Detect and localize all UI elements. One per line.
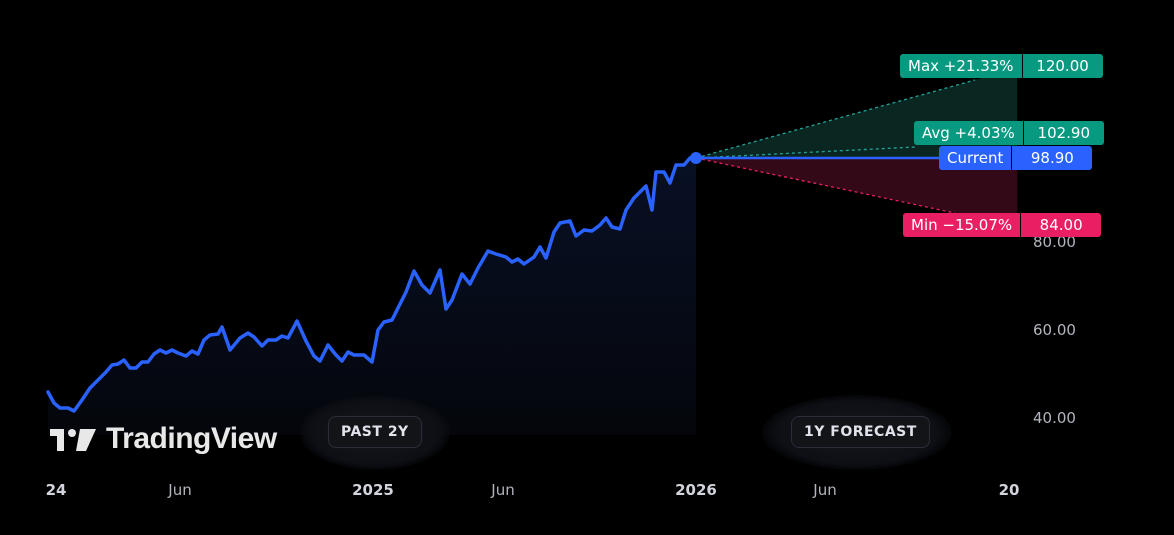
max-forecast-label: Max +21.33% (900, 54, 1023, 78)
price-line[interactable] (46, 156, 698, 413)
max-forecast-value: 120.00 (1036, 57, 1089, 75)
tradingview-logo: TradingView (50, 422, 277, 456)
x-tick-jun-2026: Jun (813, 481, 837, 499)
min-forecast-value: 84.00 (1039, 216, 1083, 234)
x-tick-2024: 24 (45, 481, 67, 499)
x-tick-jun-2024: Jun (168, 481, 192, 499)
min-forecast-tag: Min −15.07% 84.00 (903, 213, 1102, 237)
past-2y-label: PAST 2Y (328, 416, 422, 448)
x-tick-jun-2025: Jun (491, 481, 515, 499)
price-area-fill (48, 158, 696, 435)
avg-forecast-line (695, 146, 916, 159)
avg-forecast-value: 102.90 (1037, 124, 1091, 142)
x-tick-2026: 2026 (675, 481, 717, 499)
current-price-dot (690, 152, 702, 164)
current-price-tag: Current 98.90 (939, 146, 1093, 170)
tradingview-logo-text: TradingView (106, 422, 277, 455)
max-forecast-line (695, 79, 976, 159)
min-forecast-line (695, 157, 956, 214)
max-forecast-tag: Max +21.33% 120.00 (900, 54, 1103, 78)
current-price-label: Current (939, 146, 1013, 170)
forecast-1y-label: 1Y FORECAST (791, 416, 930, 448)
current-price-value: 98.90 (1030, 149, 1074, 167)
x-tick-2027: 20 (998, 481, 1020, 499)
avg-forecast-label: Avg +4.03% (914, 121, 1024, 145)
y-tick-80: 80.00 (1033, 233, 1076, 251)
y-tick-60: 60.00 (1033, 321, 1076, 339)
x-tick-2025: 2025 (352, 481, 394, 499)
tradingview-logo-icon (50, 429, 96, 451)
y-tick-40: 40.00 (1033, 409, 1076, 427)
min-forecast-label: Min −15.07% (903, 213, 1022, 237)
avg-forecast-tag: Avg +4.03% 102.90 (914, 121, 1104, 145)
